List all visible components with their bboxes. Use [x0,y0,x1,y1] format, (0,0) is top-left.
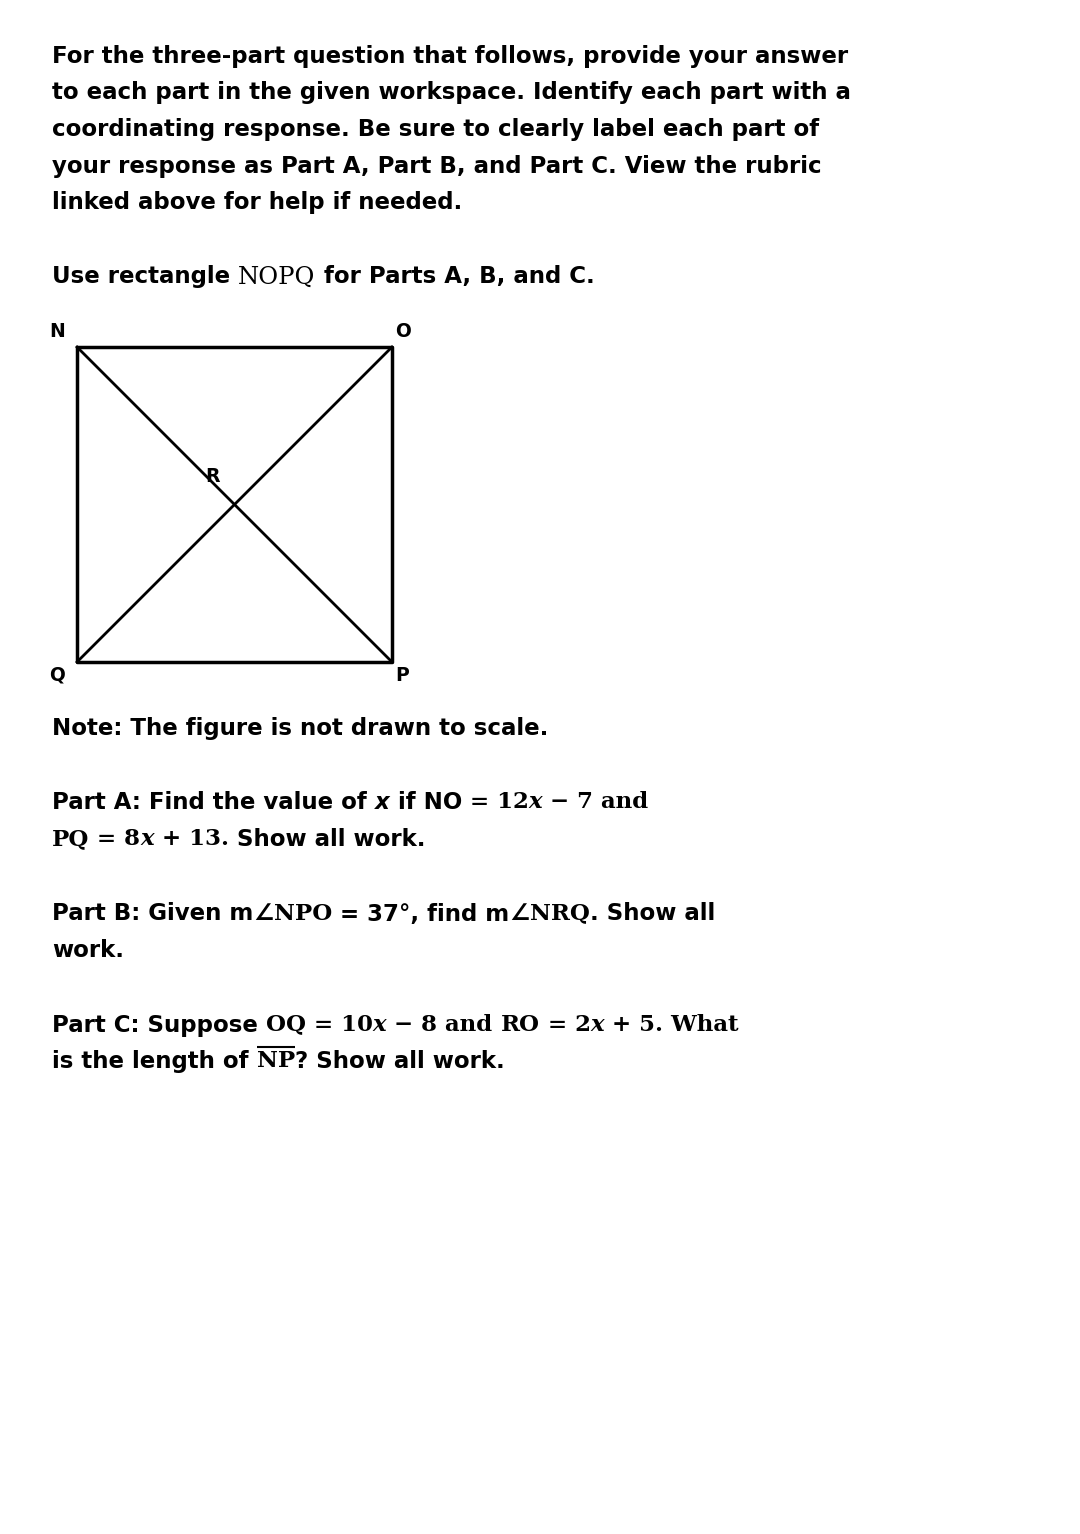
Text: work.: work. [52,939,124,962]
Text: OQ: OQ [266,1014,306,1035]
Text: Part C: Suppose: Part C: Suppose [52,1014,266,1037]
Text: for Parts A, B, and C.: for Parts A, B, and C. [315,265,594,288]
Text: − 7 and: − 7 and [542,792,648,813]
Text: = 2: = 2 [540,1014,591,1035]
Text: NP: NP [257,1049,295,1072]
Text: . Show all: . Show all [590,902,715,925]
Text: Note: The figure is not drawn to scale.: Note: The figure is not drawn to scale. [52,716,549,739]
Text: NRQ: NRQ [529,902,590,925]
Text: is the length of: is the length of [52,1049,257,1072]
Text: coordinating response. Be sure to clearly label each part of: coordinating response. Be sure to clearl… [52,118,819,141]
Text: NOPQ: NOPQ [238,265,315,288]
Text: x: x [375,792,390,815]
Text: R: R [205,468,219,486]
Text: O: O [395,322,411,341]
Text: − 8 and: − 8 and [387,1014,501,1035]
Text: + 13.: + 13. [154,828,237,850]
Text: ∠: ∠ [509,902,529,925]
Text: Use rectangle: Use rectangle [52,265,238,288]
Text: = 8: = 8 [90,828,140,850]
Text: PQ: PQ [52,828,90,850]
Text: x: x [528,792,542,813]
Text: x: x [591,1014,604,1035]
Text: NPO: NPO [273,902,332,925]
Text: linked above for help if needed.: linked above for help if needed. [52,192,462,215]
Text: For the three-part question that follows, provide your answer: For the three-part question that follows… [52,44,848,67]
Text: Show all work.: Show all work. [237,828,426,851]
Text: ? Show all work.: ? Show all work. [295,1049,504,1072]
Text: to each part in the given workspace. Identify each part with a: to each part in the given workspace. Ide… [52,81,851,104]
Text: = 12: = 12 [462,792,528,813]
Text: Part A: Find the value of: Part A: Find the value of [52,792,375,815]
Text: RO: RO [501,1014,540,1035]
Text: = 10: = 10 [306,1014,373,1035]
Text: Q: Q [49,666,65,684]
Text: P: P [395,666,409,684]
Text: = 37°, find m: = 37°, find m [332,902,509,925]
Text: N: N [50,322,65,341]
Text: + 5. What: + 5. What [604,1014,739,1035]
Text: your response as Part A, Part B, and Part C. View the rubric: your response as Part A, Part B, and Par… [52,155,822,178]
Text: x: x [373,1014,387,1035]
Text: ∠: ∠ [253,902,273,925]
Text: if NO: if NO [390,792,462,815]
Text: x: x [140,828,154,850]
Text: Part B: Given m: Part B: Given m [52,902,253,925]
